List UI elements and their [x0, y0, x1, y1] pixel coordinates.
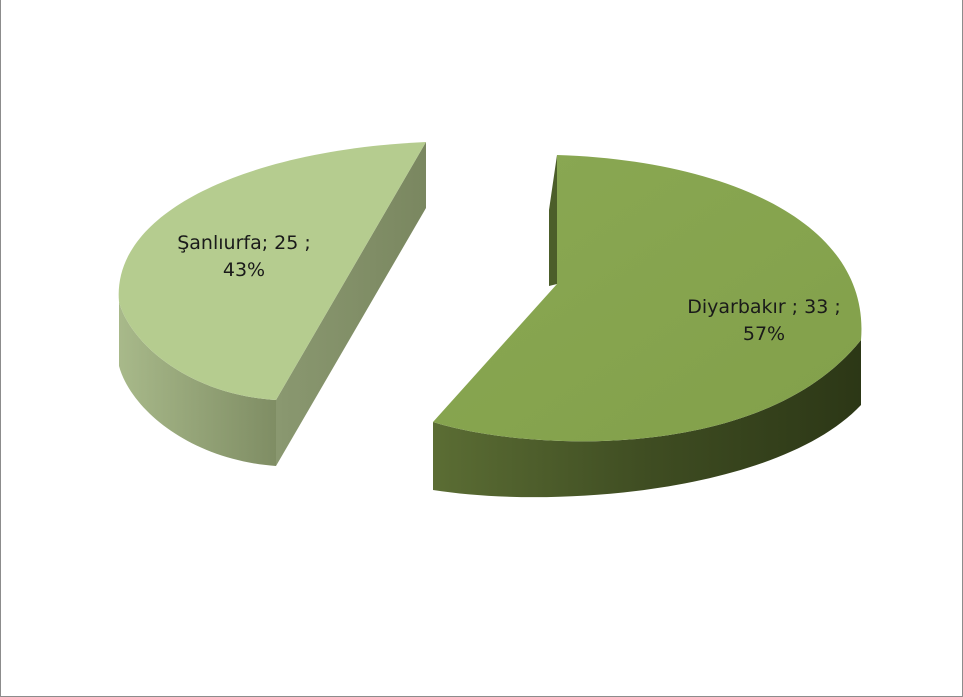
slice-sanliurfa-cut-face: [276, 142, 426, 466]
slice-label-sanliurfa-line1: Şanlıurfa; 25 ;: [177, 232, 311, 254]
slice-diyarbakir-top: [433, 155, 862, 442]
slice-diyarbakir: [433, 155, 862, 498]
slice-sanliurfa-top: [118, 142, 427, 400]
slice-label-diyarbakir-percent: 57%: [742, 323, 786, 345]
slice-label-sanliurfa: Şanlıurfa; 25 ; 43%: [124, 230, 364, 284]
slice-sanliurfa-side: [119, 302, 276, 466]
slice-sanliurfa: [118, 142, 427, 466]
slice-diyarbakir-cut-face: [549, 155, 557, 286]
slice-diyarbakir-side: [433, 340, 861, 498]
slice-label-diyarbakir: Diyarbakır ; 33 ; 57%: [644, 294, 884, 348]
slice-label-sanliurfa-percent: 43%: [222, 259, 266, 281]
slice-label-diyarbakir-line1: Diyarbakır ; 33 ;: [687, 296, 841, 318]
